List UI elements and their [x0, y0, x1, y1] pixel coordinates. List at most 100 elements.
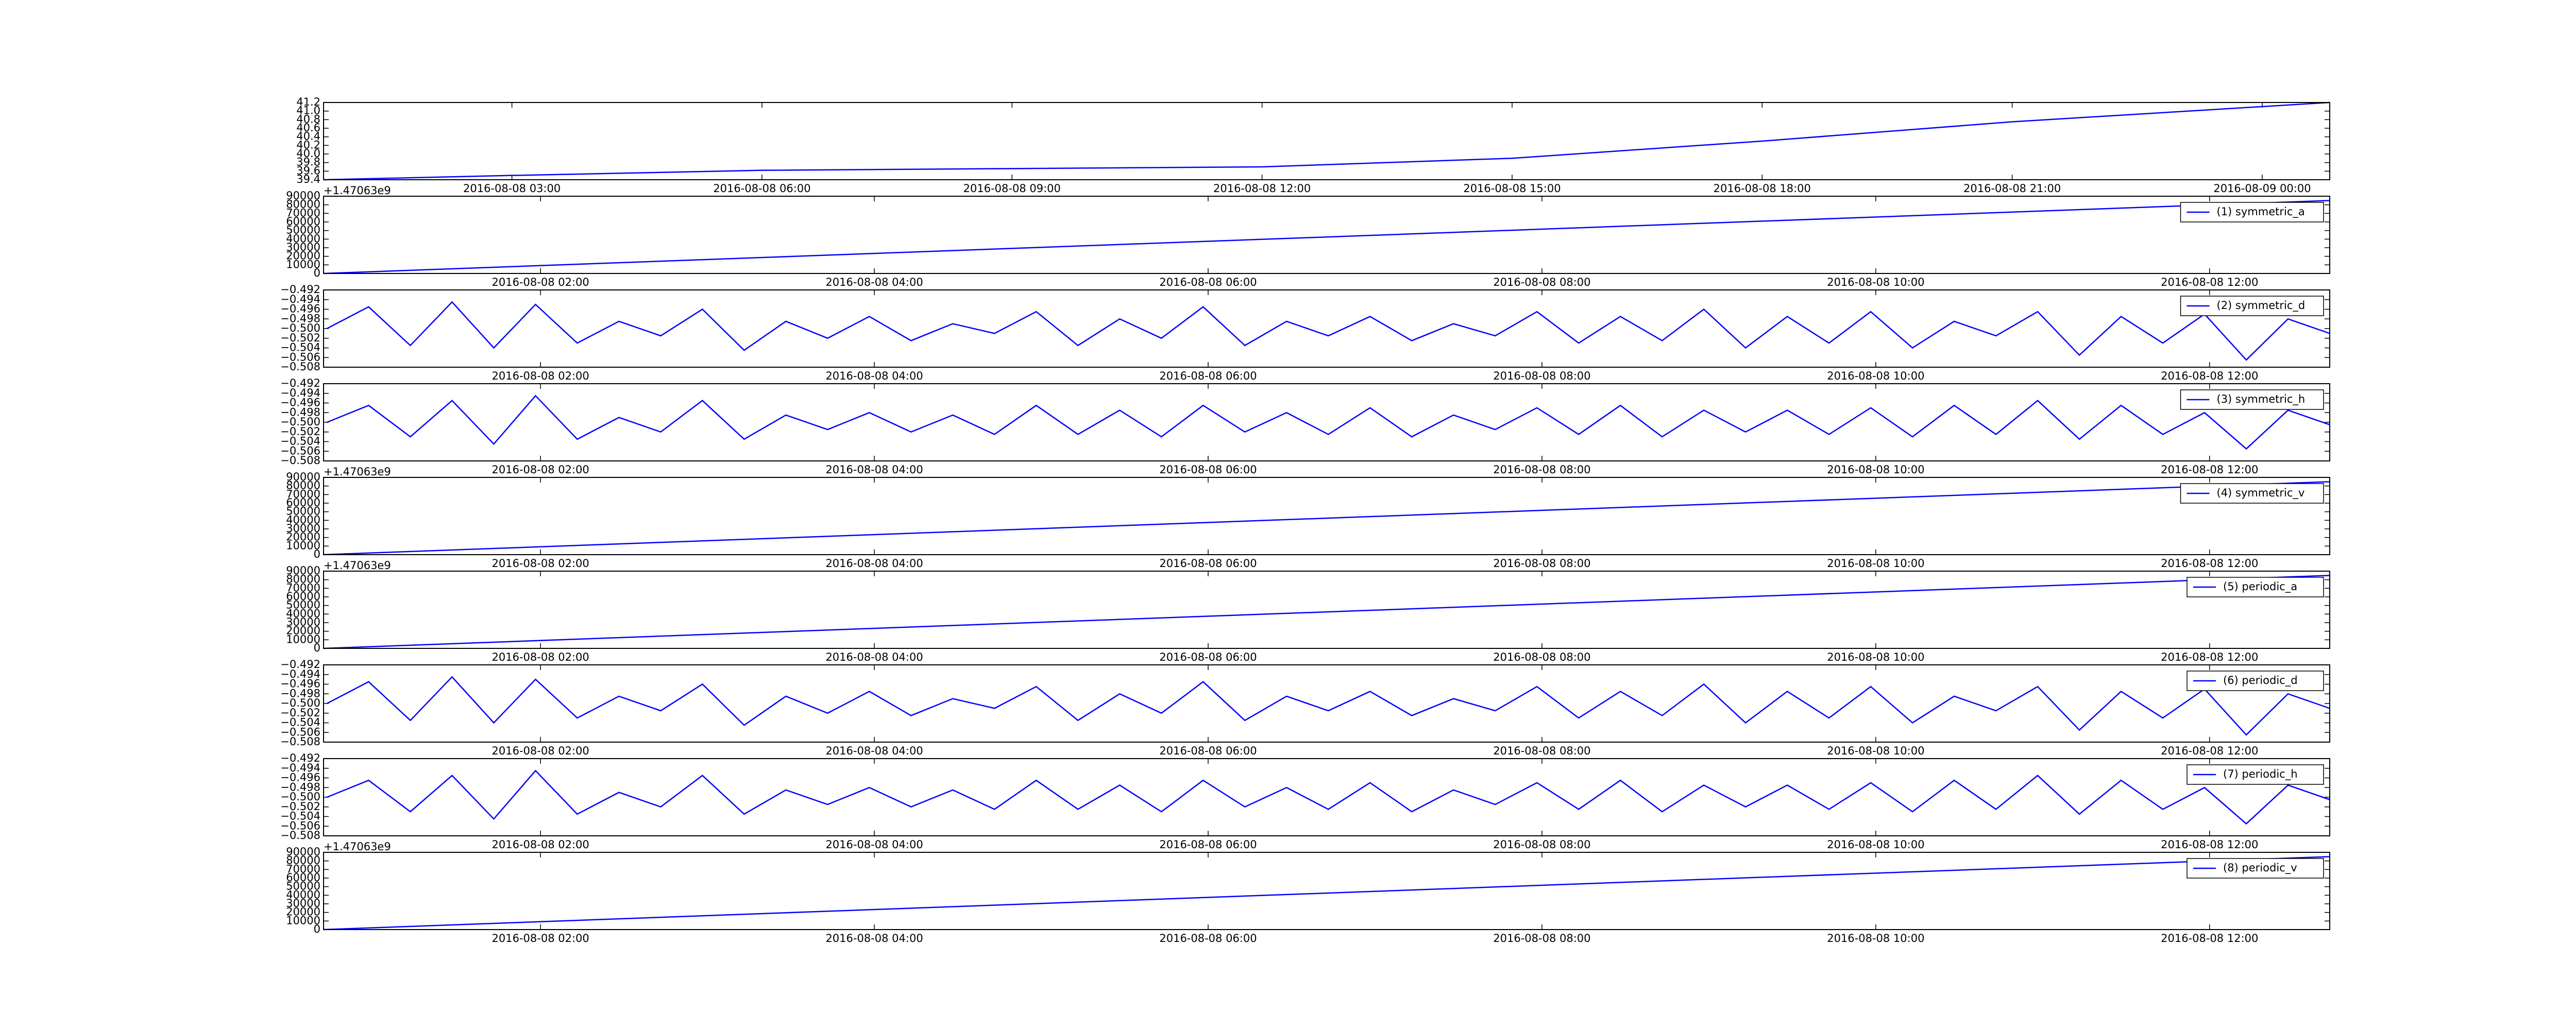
- y-tick-label: 30000: [286, 522, 320, 535]
- y-tick-label: 10000: [286, 633, 320, 645]
- plot-area: [324, 571, 2330, 648]
- plot-area: [324, 665, 2330, 742]
- x-tick-label: 2016-08-08 06:00: [1159, 651, 1257, 663]
- y-tick-label: 90000: [286, 564, 320, 577]
- x-tick-label: 2016-08-08 02:00: [492, 745, 589, 757]
- plot-area: [324, 384, 2330, 461]
- y-tick-label: 40.2: [296, 139, 320, 151]
- y-tick-label: −0.500: [280, 416, 320, 428]
- axes-frame: [323, 758, 2330, 836]
- x-tick-label: 2016-08-08 06:00: [1159, 276, 1257, 288]
- plot-area: [324, 477, 2330, 555]
- legend-label: (1) symmetric_a: [2217, 205, 2305, 218]
- y-tick-label: −0.502: [280, 332, 320, 344]
- y-tick-label: −0.500: [280, 697, 320, 709]
- x-tick-label: 2016-08-08 10:00: [1827, 276, 1924, 288]
- y-tick-label: 40.4: [296, 130, 320, 143]
- y-tick-label: −0.508: [280, 360, 320, 373]
- y-tick-label: 30000: [286, 241, 320, 253]
- x-tick-label: 2016-08-08 12:00: [1213, 182, 1311, 195]
- y-tick-label: 50000: [286, 224, 320, 236]
- x-tick-label: 2016-08-08 06:00: [1159, 557, 1257, 570]
- x-tick-label: 2016-08-08 08:00: [1493, 838, 1590, 851]
- x-tick-label: 2016-08-08 04:00: [825, 557, 923, 570]
- y-tick-label: 40.6: [296, 122, 320, 134]
- offset-label: +1.47063e9: [324, 184, 391, 197]
- y-tick-label: −0.494: [280, 387, 320, 399]
- y-tick-label: −0.492: [280, 377, 320, 389]
- x-tick-label: 2016-08-08 08:00: [1493, 464, 1590, 476]
- x-tick-label: 2016-08-08 12:00: [2161, 745, 2258, 757]
- y-tick-label: 60000: [286, 496, 320, 509]
- y-tick-label: 10000: [286, 914, 320, 926]
- legend-label: (2) symmetric_d: [2217, 299, 2306, 312]
- y-tick-label: −0.502: [280, 425, 320, 438]
- y-tick-label: 50000: [286, 505, 320, 518]
- x-tick-label: 2016-08-09 00:00: [2213, 182, 2311, 195]
- data-line: [323, 101, 2330, 181]
- y-tick-label: 70000: [286, 207, 320, 219]
- legend-label: (3) symmetric_h: [2217, 393, 2306, 406]
- axes-frame: [323, 477, 2330, 555]
- y-tick-label: 40.0: [296, 147, 320, 160]
- y-tick-label: −0.494: [280, 668, 320, 680]
- y-tick-label: 30000: [286, 897, 320, 909]
- y-tick-label: −0.494: [280, 293, 320, 305]
- y-tick-label: 10000: [286, 539, 320, 552]
- plot-area: [324, 759, 2330, 836]
- x-tick-label: 2016-08-08 02:00: [492, 932, 589, 945]
- y-tick-label: −0.508: [280, 829, 320, 842]
- y-tick-label: 39.4: [296, 173, 320, 185]
- offset-label: +1.47063e9: [324, 466, 391, 478]
- y-tick-label: 39.8: [296, 156, 320, 168]
- y-tick-label: −0.496: [280, 397, 320, 409]
- y-tick-label: 41.2: [296, 96, 320, 108]
- legend-box: [2187, 671, 2324, 691]
- plot-area: [324, 290, 2330, 367]
- legend-label: (8) periodic_v: [2223, 862, 2297, 874]
- y-tick-label: −0.492: [280, 283, 320, 296]
- x-tick-label: 2016-08-08 12:00: [2161, 464, 2258, 476]
- x-tick-label: 2016-08-08 02:00: [492, 651, 589, 663]
- x-tick-label: 2016-08-08 12:00: [2161, 932, 2258, 945]
- y-tick-label: −0.506: [280, 726, 320, 738]
- y-tick-label: −0.508: [280, 454, 320, 467]
- y-tick-label: 50000: [286, 880, 320, 892]
- y-tick-label: 40000: [286, 232, 320, 245]
- x-tick-label: 2016-08-08 02:00: [492, 370, 589, 382]
- x-tick-label: 2016-08-08 09:00: [963, 182, 1061, 195]
- y-tick-label: −0.500: [280, 322, 320, 334]
- y-tick-label: 40000: [286, 888, 320, 901]
- y-tick-label: −0.498: [280, 406, 320, 418]
- axes-frame: [323, 664, 2330, 743]
- data-line: [327, 769, 2330, 825]
- x-tick-label: 2016-08-08 06:00: [1159, 745, 1257, 757]
- x-tick-label: 2016-08-08 10:00: [1827, 745, 1924, 757]
- x-tick-label: 2016-08-08 08:00: [1493, 932, 1590, 945]
- y-tick-label: 90000: [286, 471, 320, 483]
- legend-box: [2180, 202, 2324, 222]
- y-tick-label: −0.498: [280, 687, 320, 699]
- x-tick-label: 2016-08-08 10:00: [1827, 651, 1924, 663]
- y-tick-label: 70000: [286, 488, 320, 500]
- x-tick-label: 2016-08-08 04:00: [825, 838, 923, 851]
- y-tick-label: 90000: [286, 846, 320, 858]
- axes-frame: [323, 102, 2330, 180]
- x-tick-label: 2016-08-08 12:00: [2161, 838, 2258, 851]
- y-tick-label: 20000: [286, 906, 320, 918]
- y-tick-label: −0.496: [280, 678, 320, 690]
- y-tick-label: −0.502: [280, 800, 320, 813]
- legend-label: (6) periodic_d: [2223, 674, 2298, 687]
- y-tick-label: −0.508: [280, 735, 320, 748]
- x-tick-label: 2016-08-08 04:00: [825, 932, 923, 945]
- x-tick-label: 2016-08-08 21:00: [1963, 182, 2061, 195]
- legend-label: (4) symmetric_v: [2217, 487, 2305, 500]
- x-tick-label: 2016-08-08 08:00: [1493, 557, 1590, 570]
- offset-label: +1.47063e9: [324, 559, 391, 572]
- y-tick-label: 30000: [286, 616, 320, 628]
- plot-area: [324, 852, 2330, 930]
- y-tick-label: 50000: [286, 599, 320, 611]
- y-tick-label: −0.504: [280, 810, 320, 822]
- legend-label: (5) periodic_a: [2223, 580, 2297, 593]
- y-tick-label: −0.506: [280, 444, 320, 457]
